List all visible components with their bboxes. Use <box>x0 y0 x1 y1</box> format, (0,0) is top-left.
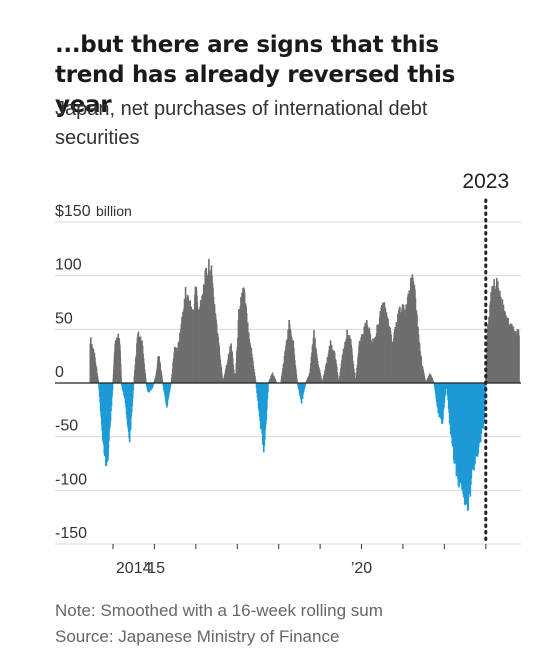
negative-bar <box>303 383 306 389</box>
x-tick-label: ’20 <box>351 560 372 577</box>
negative-bar <box>304 383 306 386</box>
negative-bar <box>169 383 172 386</box>
negative-bar <box>445 383 447 389</box>
negative-bar <box>267 383 269 393</box>
y-tick-label: 100 <box>55 257 82 274</box>
negative-bar <box>444 383 447 394</box>
negative-bar <box>111 383 114 391</box>
y-tick-label: 0 <box>55 364 64 381</box>
positive-bar <box>144 377 147 383</box>
positive-bar <box>354 377 356 383</box>
y-axis-labels: $150 billion 100 50 0 -50 -100 -150 <box>55 203 132 542</box>
positive-bar <box>221 378 224 383</box>
positive-bar <box>337 375 339 383</box>
positive-bar <box>274 380 277 383</box>
positive-bar <box>221 373 223 383</box>
chart-title: ...but there are signs that this trend h… <box>55 32 455 118</box>
negative-bar <box>152 383 154 387</box>
negative-bar <box>152 383 155 385</box>
positive-bar <box>320 380 323 383</box>
positive-bar <box>120 370 122 383</box>
series-areas <box>89 258 520 511</box>
annotation-label: 2023 <box>462 170 509 193</box>
positive-bar <box>120 376 122 383</box>
positive-bar <box>295 373 298 383</box>
y-tick-label: 50 <box>55 310 73 327</box>
positive-bar <box>423 377 426 383</box>
positive-bar <box>97 379 99 383</box>
positive-bar <box>296 378 298 383</box>
x-tick-label: 2014 <box>116 560 152 577</box>
positive-bar <box>160 375 163 383</box>
chart-note: Note: Smoothed with a 16-week rolling su… <box>55 601 383 620</box>
x-axis: 2014’15 ’20 <box>55 543 521 577</box>
positive-bar <box>233 378 236 383</box>
chart-source: Source: Japanese Ministry of Finance <box>55 627 340 646</box>
positive-bar <box>337 379 340 383</box>
y-tick-label: -150 <box>55 525 87 542</box>
negative-bar <box>131 383 134 399</box>
negative-bar <box>132 383 135 391</box>
annotation: 2023 <box>462 170 509 546</box>
negative-bar <box>484 383 487 388</box>
negative-bar <box>169 383 171 390</box>
positive-bar <box>254 379 257 383</box>
y-unit-label: billion <box>96 203 132 219</box>
y-tick-label: $150 <box>55 203 91 220</box>
positive-bar <box>233 373 236 383</box>
positive-bar <box>161 379 164 383</box>
y-tick-label: -50 <box>55 418 78 435</box>
x-tick-label: ’15 <box>144 560 165 577</box>
y-tick-label: -100 <box>55 471 87 488</box>
chart-subtitle: Japan, net purchases of international de… <box>55 98 428 149</box>
positive-bar <box>424 380 427 383</box>
positive-bar <box>518 336 520 383</box>
